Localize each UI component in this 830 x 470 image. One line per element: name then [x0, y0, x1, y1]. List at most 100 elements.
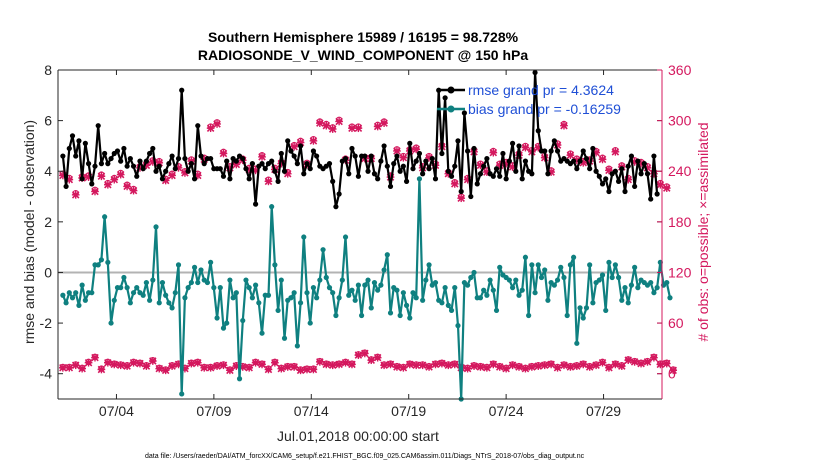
rmse-point: [330, 178, 336, 184]
rmse-point: [288, 148, 294, 154]
obs-assimilated-marker: [463, 364, 472, 373]
x-tick-label: 07/24: [489, 403, 524, 419]
obs-assimilated-marker: [508, 361, 517, 370]
obs-assimilated-marker: [316, 358, 324, 366]
rmse-point: [606, 188, 612, 195]
rmse-point: [220, 173, 227, 179]
rmse-point: [130, 163, 137, 169]
rmse-point: [195, 123, 201, 129]
bias-point: [195, 279, 201, 286]
rmse-point: [445, 168, 451, 174]
bias-point: [403, 302, 410, 308]
obs-assimilated-marker: [547, 360, 555, 369]
rmse-point: [619, 166, 625, 172]
right-tick-label: 0: [668, 366, 676, 382]
obs-assimilated-marker: [502, 364, 510, 373]
rmse-point: [134, 173, 140, 179]
legend-bias-label: bias grand pr = -0.16259: [468, 101, 621, 117]
bias-point: [664, 279, 670, 286]
bias-point: [127, 300, 133, 306]
obs-assimilated-marker: [515, 363, 523, 371]
obs-assimilated-marker: [104, 180, 112, 189]
bias-point: [490, 287, 496, 293]
rmse-point: [314, 153, 320, 159]
obs-assimilated-marker: [489, 148, 498, 157]
bias-point: [236, 376, 243, 382]
rmse-point: [336, 191, 342, 197]
rmse-point: [198, 153, 204, 159]
rmse-point: [175, 155, 182, 162]
obs-assimilated-marker: [123, 182, 131, 191]
obs-assimilated-marker: [348, 360, 356, 369]
rmse-point: [484, 155, 490, 162]
rmse-point: [638, 171, 644, 177]
right-tick-label: 240: [668, 163, 692, 179]
rmse-point: [73, 153, 79, 159]
obs-assimilated-marker: [386, 360, 395, 369]
bias-point: [63, 300, 69, 306]
rmse-point: [465, 148, 471, 154]
obs-assimilated-marker: [418, 361, 427, 370]
bias-point: [519, 287, 525, 293]
rmse-point: [593, 168, 599, 174]
rmse-point: [371, 171, 378, 177]
obs-assimilated-marker: [354, 351, 363, 359]
rmse-point: [79, 176, 85, 182]
bias-point: [397, 312, 403, 319]
bias-point: [333, 312, 339, 319]
legend: rmse grand pr = 4.3624 bias grand pr = -…: [437, 82, 621, 117]
rmse-point: [82, 140, 88, 146]
bias-point: [147, 297, 153, 303]
rmse-point: [60, 153, 66, 159]
obs-assimilated-marker: [271, 358, 279, 367]
obs-assimilated-marker: [116, 170, 125, 179]
right-tick-label: 60: [668, 315, 684, 331]
bias-point: [355, 282, 361, 288]
rmse-point: [147, 150, 153, 157]
obs-assimilated-marker: [579, 360, 588, 369]
obs-assimilated-marker: [84, 358, 93, 367]
obs-assimilated-marker: [264, 365, 273, 374]
bias-point: [635, 285, 641, 291]
rmse-point: [108, 155, 114, 162]
bias-point: [73, 290, 79, 296]
rmse-point: [249, 161, 255, 167]
obs-assimilated-marker: [258, 360, 266, 369]
obs-assimilated-marker: [104, 358, 112, 367]
obs-assimilated-marker: [431, 360, 440, 369]
obs-assimilated-marker: [219, 149, 228, 158]
bias-point: [445, 302, 451, 308]
bias-point: [554, 277, 561, 283]
rmse-point: [654, 191, 660, 197]
obs-assimilated-marker: [380, 361, 388, 370]
obs-assimilated-marker: [521, 364, 530, 373]
bias-point: [150, 277, 156, 283]
obs-assimilated-marker: [669, 366, 678, 375]
bias-point: [175, 262, 182, 268]
rmse-point: [407, 140, 413, 146]
obs-assimilated-marker: [534, 362, 543, 370]
bias-point: [580, 315, 586, 321]
bias-point: [590, 300, 596, 306]
left-tick-label: 0: [44, 264, 52, 280]
rmse-point: [114, 148, 121, 154]
obs-assimilated-marker: [110, 175, 119, 184]
obs-assimilated-marker: [168, 171, 176, 180]
obs-assimilated-marker: [476, 363, 485, 371]
rmse-point: [587, 166, 593, 172]
bias-point: [230, 295, 236, 301]
x-axis-label: Jul.01,2018 00:00:00 start: [277, 428, 439, 444]
bias-point: [259, 330, 265, 336]
bias-point: [143, 279, 149, 286]
obs-assimilated-marker: [97, 365, 106, 374]
bias-point: [587, 262, 593, 268]
rmse-point: [262, 166, 268, 172]
bias-series-layer: [60, 176, 673, 402]
rmse-point: [355, 173, 361, 179]
rmse-series-layer: [60, 69, 660, 210]
bias-point: [583, 305, 590, 311]
bias-point: [654, 285, 660, 291]
rmse-point: [455, 138, 461, 144]
obs-assimilated-marker: [598, 358, 607, 367]
rmse-point: [574, 166, 580, 172]
